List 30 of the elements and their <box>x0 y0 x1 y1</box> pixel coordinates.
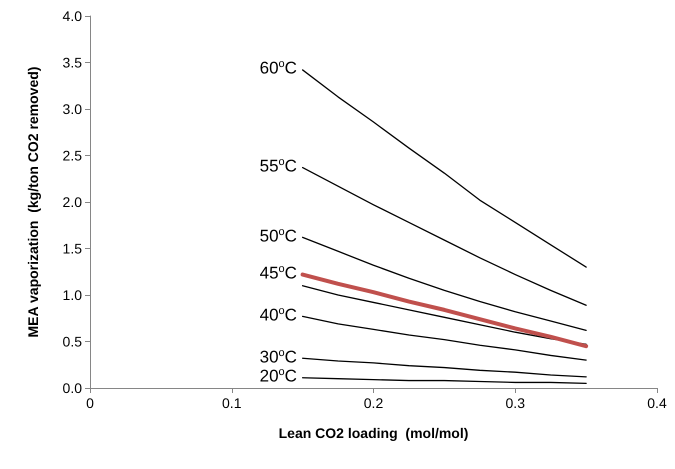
series-label: 60$^{o}$C <box>260 58 297 78</box>
line-series <box>302 316 587 361</box>
series-label: 50$^{o}$C <box>260 226 297 246</box>
x-axis-title: Lean CO2 loading (mol/mol) <box>278 425 468 441</box>
series-label: 30$^{o}$C <box>260 346 297 366</box>
x-tick-label: 0.2 <box>364 395 384 411</box>
line-series <box>300 272 588 348</box>
y-tick-label: 3.0 <box>62 101 82 117</box>
x-tick-label: 0.1 <box>222 395 242 411</box>
y-tick-label: 2.0 <box>62 194 82 210</box>
series-label: 20$^{o}$C <box>260 366 297 386</box>
y-tick-label: 1.0 <box>62 287 82 303</box>
series-label: 45$^{o}$C <box>260 263 297 283</box>
series-label: 55$^{o}$C <box>260 156 297 176</box>
x-tick-label: 0.4 <box>647 395 667 411</box>
line-series <box>302 69 587 268</box>
y-tick-label: 4.0 <box>62 8 82 24</box>
y-tick-label: 2.5 <box>62 148 82 164</box>
y-axis-title: MEA vaporization (kg/ton CO2 removed) <box>25 66 41 338</box>
line-series <box>302 285 587 345</box>
y-tick-label: 0.0 <box>62 380 82 396</box>
x-tick-label: 0 <box>86 395 94 411</box>
y-tick-label: 3.5 <box>62 54 82 70</box>
y-tick-label: 1.5 <box>62 240 82 256</box>
line-series <box>302 236 587 331</box>
line-series <box>302 358 587 378</box>
series-label: 40$^{o}$C <box>260 304 297 325</box>
y-tick-label: 0.5 <box>62 334 82 350</box>
line-series <box>302 166 587 306</box>
x-tick-label: 0.3 <box>506 395 526 411</box>
